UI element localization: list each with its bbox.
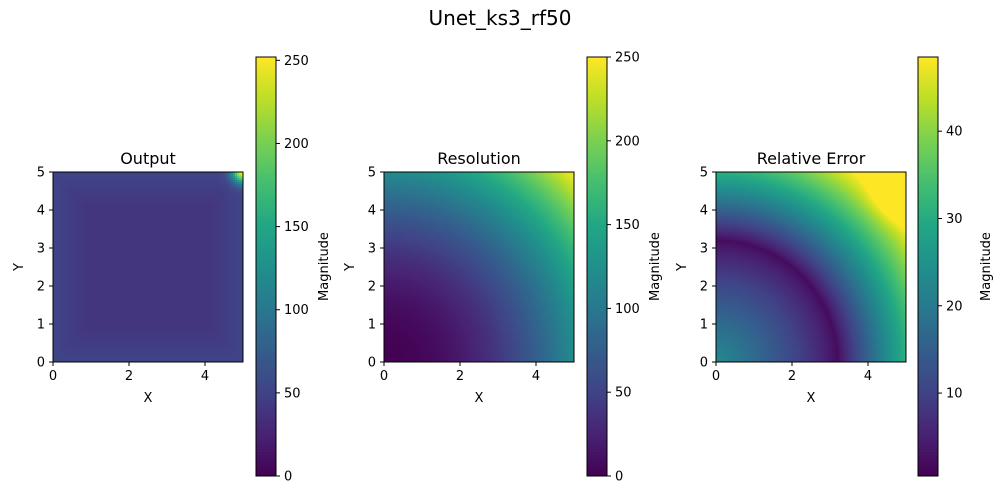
heatmap-image [53,172,243,362]
figure-title: Unet_ks3_rf50 [429,6,572,30]
